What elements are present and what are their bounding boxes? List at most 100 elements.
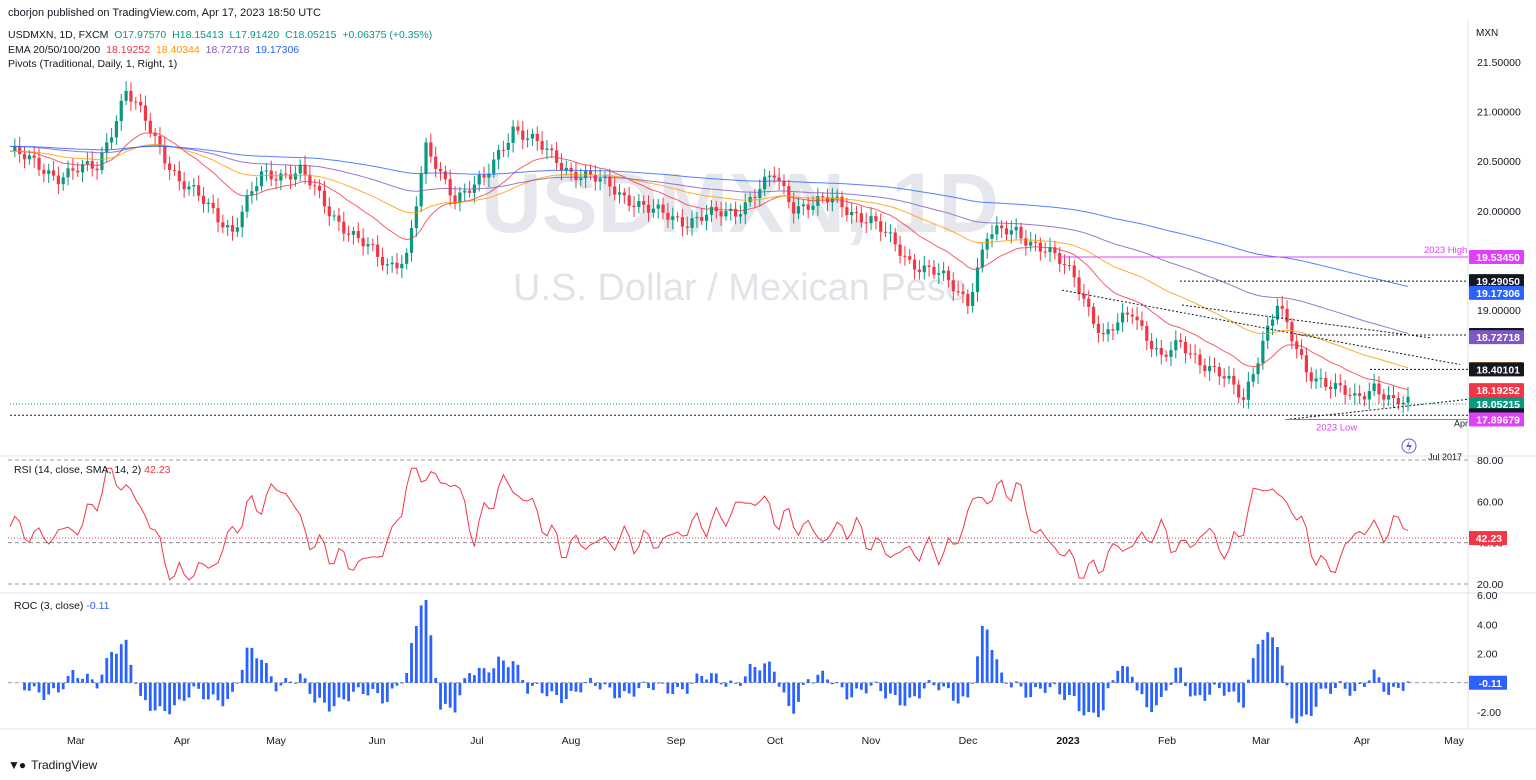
roc-bar bbox=[1198, 682, 1202, 696]
candle-body bbox=[1019, 226, 1023, 239]
roc-bar bbox=[980, 625, 984, 683]
candle-body bbox=[922, 265, 926, 273]
ema20-value: 18.19252 bbox=[106, 44, 150, 56]
roc-bar bbox=[1237, 682, 1241, 703]
roc-bar bbox=[1130, 676, 1134, 683]
roc-bar bbox=[884, 682, 887, 699]
roc-bar bbox=[1126, 666, 1129, 683]
ema-legend[interactable]: EMA 20/50/100/200 18.19252 18.40344 18.7… bbox=[8, 43, 302, 57]
candle-body bbox=[114, 121, 119, 138]
candle-body bbox=[1130, 314, 1134, 317]
candle-body bbox=[124, 90, 128, 101]
annotation-2023-low: 2023 Low bbox=[1316, 422, 1357, 433]
time-axis-tick: Apr bbox=[174, 735, 191, 747]
candle-body bbox=[1150, 340, 1154, 350]
symbol-legend[interactable]: USDMXN, 1D, FXCM O17.97570 H18.15413 L17… bbox=[8, 28, 435, 42]
roc-bar bbox=[434, 678, 438, 683]
roc-bar bbox=[1358, 682, 1362, 684]
time-axis-tick: May bbox=[1444, 735, 1465, 747]
roc-bar bbox=[42, 682, 46, 700]
candle-body bbox=[264, 170, 268, 172]
roc-bar bbox=[1246, 679, 1250, 683]
candle-body bbox=[1329, 386, 1333, 390]
candle-body bbox=[525, 138, 530, 140]
roc-bar bbox=[216, 682, 220, 701]
roc-bar bbox=[1005, 682, 1008, 684]
roc-bar bbox=[826, 679, 829, 683]
roc-bar bbox=[32, 682, 36, 687]
watermark-symbol: USDMXN, 1D bbox=[481, 156, 999, 250]
roc-bar bbox=[961, 682, 965, 697]
price-label-bg bbox=[1469, 285, 1524, 300]
candle-body bbox=[883, 231, 888, 233]
roc-legend[interactable]: ROC (3, close) -0.11 bbox=[14, 600, 110, 612]
candle-body bbox=[767, 175, 772, 177]
candle-body bbox=[139, 101, 143, 106]
candle-body bbox=[864, 222, 868, 224]
price-label-tag: 18.72718 bbox=[1469, 330, 1524, 345]
candle-body bbox=[501, 149, 506, 151]
annotation-2023-high: 2023 High bbox=[1424, 245, 1467, 256]
roc-bar bbox=[1217, 682, 1221, 689]
roc-bar bbox=[690, 682, 694, 684]
rsi-legend[interactable]: RSI (14, close, SMA, 14, 2) 42.23 bbox=[14, 464, 170, 476]
candle-body bbox=[1256, 363, 1260, 375]
candle-body bbox=[1304, 355, 1309, 373]
time-axis-tick: Nov bbox=[862, 735, 881, 747]
roc-bar bbox=[1256, 644, 1260, 683]
roc-value-tag: -0.11 bbox=[1469, 675, 1507, 690]
candle-body bbox=[1208, 366, 1212, 372]
roc-value-bg bbox=[1469, 675, 1507, 690]
roc-bar bbox=[942, 682, 946, 687]
price-label-bg bbox=[1469, 249, 1524, 264]
candle-body bbox=[724, 211, 728, 217]
roc-bar bbox=[308, 682, 312, 694]
roc-bar bbox=[782, 682, 786, 693]
roc-bar bbox=[845, 682, 849, 700]
candle-body bbox=[1237, 384, 1241, 398]
ema50-line bbox=[9, 143, 1409, 369]
price-label-text: 18.19252 bbox=[1476, 385, 1520, 397]
roc-bar bbox=[294, 682, 297, 684]
roc-bar bbox=[405, 672, 409, 683]
roc-bar bbox=[134, 682, 138, 684]
roc-bar bbox=[1271, 637, 1274, 683]
candle-body bbox=[134, 101, 138, 103]
pivots-legend[interactable]: Pivots (Traditional, Daily, 1, Right, 1) bbox=[8, 58, 178, 70]
roc-value: -0.11 bbox=[86, 600, 110, 612]
candle-body bbox=[738, 214, 743, 217]
candle-body bbox=[438, 168, 443, 172]
price-label-text: 19.53450 bbox=[1476, 252, 1520, 264]
candle-body bbox=[642, 201, 646, 205]
candle-body bbox=[704, 214, 709, 221]
roc-bar bbox=[1208, 682, 1212, 695]
candle-body bbox=[1367, 391, 1371, 400]
candle-body bbox=[1077, 277, 1081, 294]
roc-bar bbox=[1150, 682, 1154, 713]
candle-body bbox=[1324, 378, 1328, 387]
candle-body bbox=[240, 211, 244, 228]
roc-bar bbox=[1121, 665, 1124, 683]
candle-body bbox=[18, 146, 22, 155]
candle-body bbox=[414, 206, 418, 229]
roc-bar bbox=[1261, 639, 1265, 683]
roc-bar bbox=[1275, 647, 1279, 683]
candle-body bbox=[1096, 323, 1101, 333]
price-axis-tick: 21.00000 bbox=[1477, 107, 1521, 119]
candle-body bbox=[129, 90, 133, 102]
footer-brand[interactable]: ▼● TradingView bbox=[8, 758, 97, 772]
candle-body bbox=[1004, 228, 1009, 235]
candle-body bbox=[845, 207, 849, 216]
candle-body bbox=[298, 164, 302, 174]
roc-bar bbox=[153, 682, 157, 711]
roc-bar bbox=[192, 682, 196, 687]
candle-body bbox=[443, 171, 447, 180]
candle-body bbox=[598, 178, 602, 182]
candle-body bbox=[777, 177, 781, 181]
roc-bar bbox=[695, 673, 699, 683]
candle-body bbox=[259, 171, 264, 187]
candle-body bbox=[1401, 402, 1405, 405]
roc-bar bbox=[893, 682, 897, 695]
roc-bar bbox=[1242, 682, 1245, 708]
